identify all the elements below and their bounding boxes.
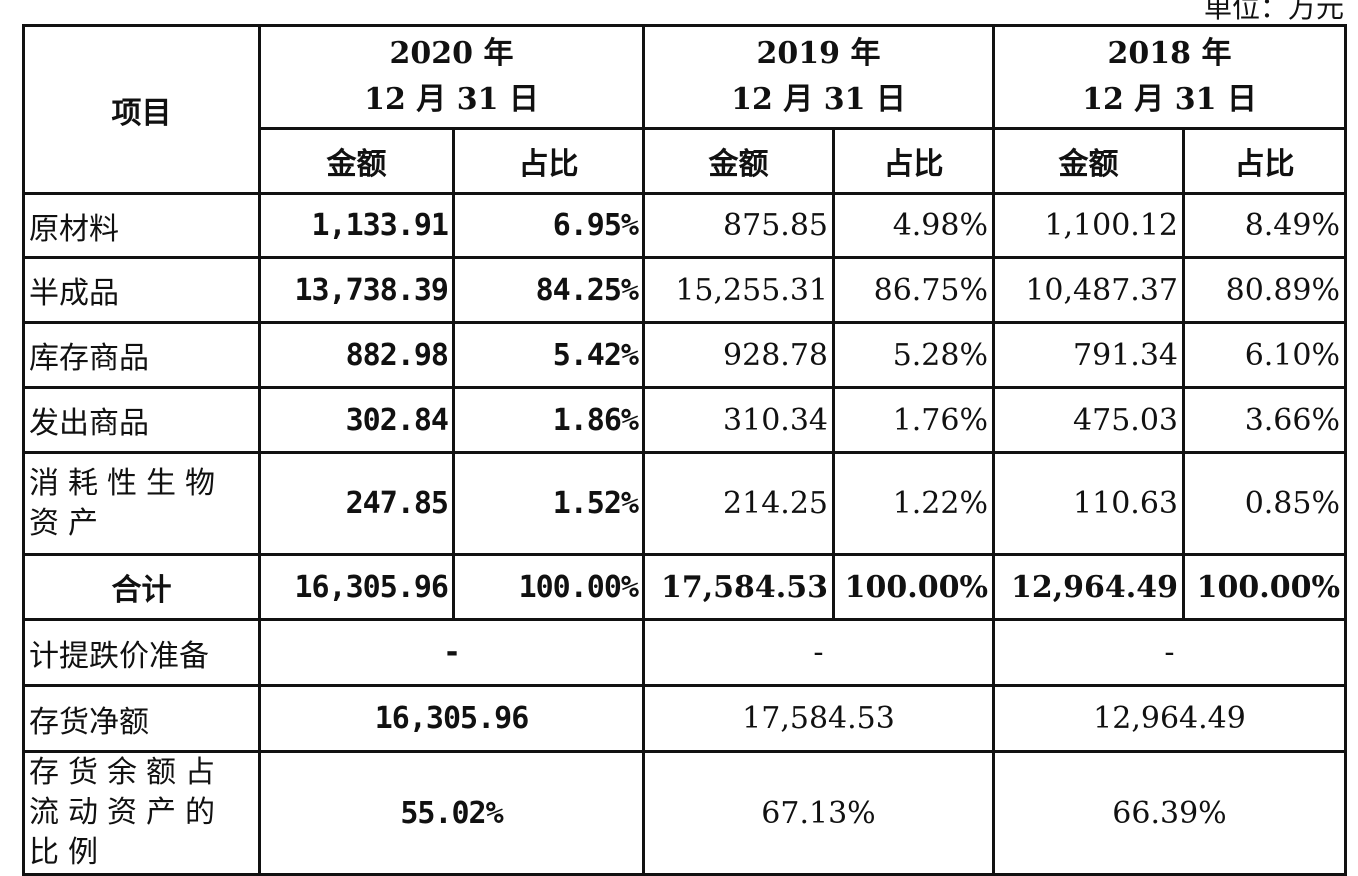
table-row: 消耗性生物资产 247.85 1.52% 214.25 1.22% 110.63… — [22, 451, 1347, 556]
cell-2019-amount: 928.78 — [642, 321, 835, 389]
cell-2020-ratio: 6.95% — [452, 192, 645, 259]
cell-2018-amount: 475.03 — [992, 386, 1185, 454]
header-amount: 金额 — [992, 127, 1185, 195]
row-label: 原材料 — [22, 192, 261, 259]
row-label: 消耗性生物资产 — [22, 451, 261, 556]
header-ratio: 占比 — [1182, 127, 1347, 195]
cell-2018-amount: 10,487.37 — [992, 256, 1185, 324]
year-2019-line2: 12 月 31 日 — [731, 82, 906, 117]
total-2019-ratio: 100.00% — [832, 553, 995, 621]
share-2020: 55.02% — [258, 750, 645, 876]
inventory-table: 项目 2020 年 12 月 31 日 2019 年 12 月 31 日 201… — [22, 24, 1347, 876]
year-2020-line2: 12 月 31 日 — [364, 82, 539, 117]
cell-2019-amount: 15,255.31 — [642, 256, 835, 324]
cell-2020-ratio: 5.42% — [452, 321, 645, 389]
cell-2018-ratio: 80.89% — [1182, 256, 1347, 324]
row-label: 发出商品 — [22, 386, 261, 454]
row-label: 库存商品 — [22, 321, 261, 389]
table-row: 半成品 13,738.39 84.25% 15,255.31 86.75% 10… — [22, 256, 1347, 324]
cell-2018-ratio: 0.85% — [1182, 451, 1347, 556]
cell-2020-ratio: 1.52% — [452, 451, 645, 556]
table-row: 库存商品 882.98 5.42% 928.78 5.28% 791.34 6.… — [22, 321, 1347, 389]
total-2018-amount: 12,964.49 — [992, 553, 1185, 621]
net-label: 存货净额 — [22, 684, 261, 753]
cell-2018-amount: 1,100.12 — [992, 192, 1185, 259]
provision-label: 计提跌价准备 — [22, 618, 261, 687]
year-2018-line2: 12 月 31 日 — [1082, 82, 1257, 117]
unit-label: 单位：万元 — [1203, 0, 1344, 24]
year-2020-line1: 2020 年 — [389, 36, 514, 71]
header-item: 项目 — [22, 24, 261, 195]
row-label: 半成品 — [22, 256, 261, 324]
provision-row: 计提跌价准备 - - - — [22, 618, 1347, 687]
total-2019-amount: 17,584.53 — [642, 553, 835, 621]
cell-2019-ratio: 1.22% — [832, 451, 995, 556]
cell-2019-ratio: 1.76% — [832, 386, 995, 454]
total-2020-amount: 16,305.96 — [258, 553, 455, 621]
table-row: 原材料 1,133.91 6.95% 875.85 4.98% 1,100.12… — [22, 192, 1347, 259]
cell-2018-amount: 110.63 — [992, 451, 1185, 556]
header-ratio: 占比 — [832, 127, 995, 195]
cell-2020-amount: 247.85 — [258, 451, 455, 556]
provision-2018: - — [992, 618, 1347, 687]
header-year-2020: 2020 年 12 月 31 日 — [258, 24, 645, 130]
net-2020: 16,305.96 — [258, 684, 645, 753]
cell-2020-ratio: 84.25% — [452, 256, 645, 324]
provision-2020: - — [258, 618, 645, 687]
cell-2020-amount: 1,133.91 — [258, 192, 455, 259]
cell-2018-amount: 791.34 — [992, 321, 1185, 389]
total-2018-ratio: 100.00% — [1182, 553, 1347, 621]
provision-2019: - — [642, 618, 995, 687]
header-row-sub: 金额 占比 金额 占比 金额 占比 — [24, 127, 1347, 195]
header-ratio: 占比 — [452, 127, 645, 195]
cell-2020-amount: 13,738.39 — [258, 256, 455, 324]
cell-2019-ratio: 4.98% — [832, 192, 995, 259]
header-amount: 金额 — [642, 127, 835, 195]
cell-2020-amount: 882.98 — [258, 321, 455, 389]
total-row: 合计 16,305.96 100.00% 17,584.53 100.00% 1… — [22, 553, 1347, 621]
cell-2019-amount: 310.34 — [642, 386, 835, 454]
total-2020-ratio: 100.00% — [452, 553, 645, 621]
total-label: 合计 — [22, 553, 261, 621]
year-2018-line1: 2018 年 — [1107, 36, 1232, 71]
cell-2018-ratio: 3.66% — [1182, 386, 1347, 454]
share-2019: 67.13% — [642, 750, 995, 876]
table-row: 发出商品 302.84 1.86% 310.34 1.76% 475.03 3.… — [22, 386, 1347, 454]
cell-2018-ratio: 6.10% — [1182, 321, 1347, 389]
cell-2018-ratio: 8.49% — [1182, 192, 1347, 259]
cell-2020-ratio: 1.86% — [452, 386, 645, 454]
share-row: 存货余额占流动资产的比例 55.02% 67.13% 66.39% — [22, 750, 1347, 876]
net-row: 存货净额 16,305.96 17,584.53 12,964.49 — [22, 684, 1347, 753]
header-amount: 金额 — [258, 127, 455, 195]
share-label: 存货余额占流动资产的比例 — [22, 750, 261, 876]
cell-2019-ratio: 86.75% — [832, 256, 995, 324]
header-row-years: 项目 2020 年 12 月 31 日 2019 年 12 月 31 日 201… — [22, 24, 1347, 195]
net-2018: 12,964.49 — [992, 684, 1347, 753]
year-2019-line1: 2019 年 — [756, 36, 881, 71]
share-2018: 66.39% — [992, 750, 1347, 876]
cell-2019-amount: 875.85 — [642, 192, 835, 259]
cell-2019-amount: 214.25 — [642, 451, 835, 556]
header-year-2018: 2018 年 12 月 31 日 — [992, 24, 1347, 130]
net-2019: 17,584.53 — [642, 684, 995, 753]
cell-2020-amount: 302.84 — [258, 386, 455, 454]
header-year-2019: 2019 年 12 月 31 日 — [642, 24, 995, 130]
cell-2019-ratio: 5.28% — [832, 321, 995, 389]
